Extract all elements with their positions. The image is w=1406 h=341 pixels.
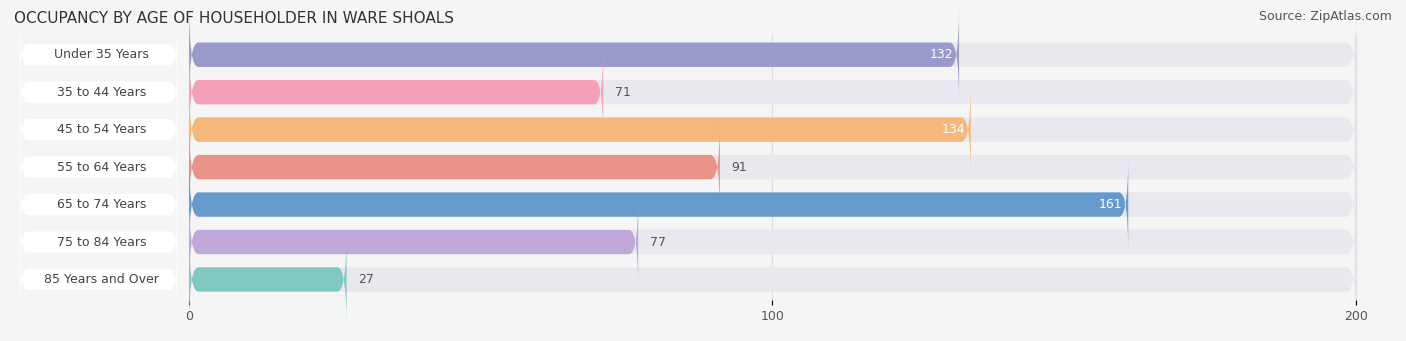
FancyBboxPatch shape — [188, 83, 970, 176]
FancyBboxPatch shape — [188, 120, 720, 214]
FancyBboxPatch shape — [188, 195, 1355, 289]
Text: 71: 71 — [614, 86, 631, 99]
FancyBboxPatch shape — [188, 8, 1355, 102]
Text: 35 to 44 Years: 35 to 44 Years — [56, 86, 146, 99]
FancyBboxPatch shape — [20, 206, 177, 279]
FancyBboxPatch shape — [188, 195, 638, 289]
FancyBboxPatch shape — [20, 56, 177, 129]
FancyBboxPatch shape — [188, 83, 1355, 176]
FancyBboxPatch shape — [188, 233, 1355, 326]
FancyBboxPatch shape — [20, 243, 177, 316]
Text: 161: 161 — [1098, 198, 1122, 211]
Text: 45 to 54 Years: 45 to 54 Years — [56, 123, 146, 136]
Text: 77: 77 — [650, 236, 666, 249]
Text: 85 Years and Over: 85 Years and Over — [44, 273, 159, 286]
FancyBboxPatch shape — [188, 45, 1355, 139]
Text: Under 35 Years: Under 35 Years — [53, 48, 149, 61]
Text: 134: 134 — [941, 123, 965, 136]
FancyBboxPatch shape — [188, 233, 346, 326]
FancyBboxPatch shape — [188, 8, 959, 102]
Text: 55 to 64 Years: 55 to 64 Years — [56, 161, 146, 174]
Text: 27: 27 — [359, 273, 374, 286]
FancyBboxPatch shape — [188, 45, 603, 139]
FancyBboxPatch shape — [188, 158, 1128, 251]
Text: OCCUPANCY BY AGE OF HOUSEHOLDER IN WARE SHOALS: OCCUPANCY BY AGE OF HOUSEHOLDER IN WARE … — [14, 11, 454, 26]
Text: 65 to 74 Years: 65 to 74 Years — [56, 198, 146, 211]
Text: 91: 91 — [731, 161, 748, 174]
FancyBboxPatch shape — [20, 93, 177, 166]
FancyBboxPatch shape — [20, 131, 177, 204]
Text: 132: 132 — [929, 48, 953, 61]
FancyBboxPatch shape — [188, 158, 1355, 251]
FancyBboxPatch shape — [188, 120, 1355, 214]
FancyBboxPatch shape — [20, 168, 177, 241]
Text: Source: ZipAtlas.com: Source: ZipAtlas.com — [1258, 10, 1392, 23]
Text: 75 to 84 Years: 75 to 84 Years — [56, 236, 146, 249]
FancyBboxPatch shape — [20, 18, 177, 91]
